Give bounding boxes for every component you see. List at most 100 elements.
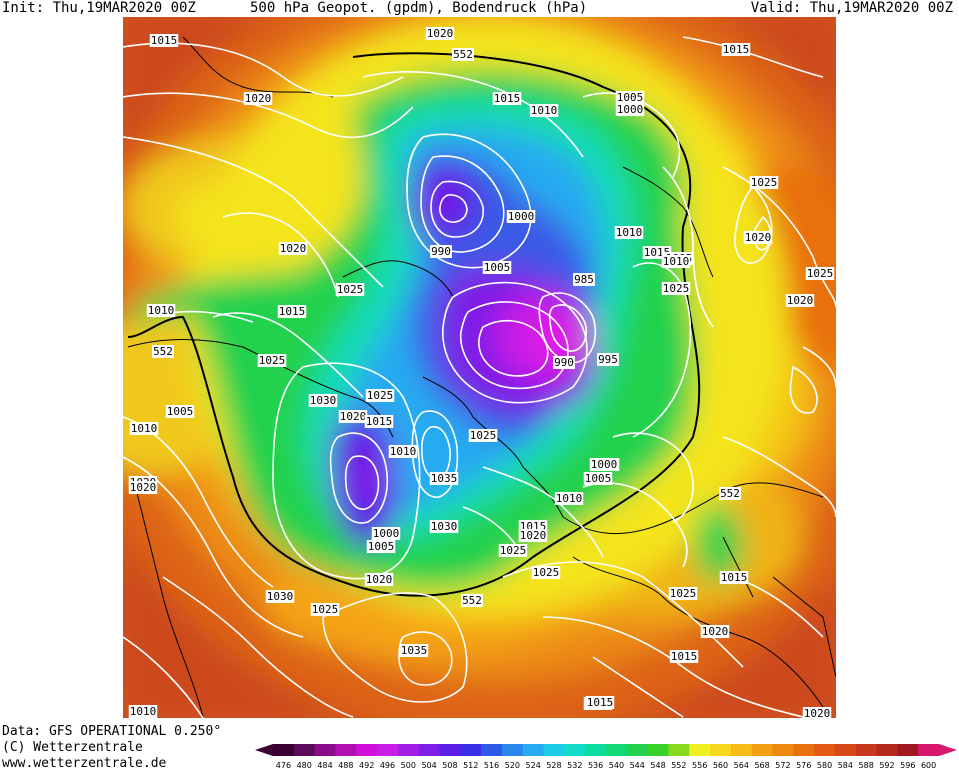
pressure-label-bg: [518, 529, 548, 542]
pressure-label-bg: [785, 294, 815, 307]
pressure-label: 1030: [267, 590, 294, 603]
pressure-label: 1020: [745, 231, 772, 244]
pressure-label: 1015: [494, 92, 521, 105]
pressure-label: 1010: [390, 445, 417, 458]
colorbar-tick-label: 516: [484, 761, 499, 770]
pressure-label: 990: [431, 245, 451, 258]
pressure-label-bg: [661, 255, 691, 268]
pressure-label-bg: [661, 282, 691, 295]
colorbar-tick-label: 552: [671, 761, 686, 770]
pressure-label: 1020: [804, 707, 831, 718]
pressure-label: 1025: [337, 283, 364, 296]
pressure-label-bg: [265, 590, 295, 603]
pressure-label-bg: [614, 226, 644, 239]
pressure-label-bg: [668, 587, 698, 600]
pressure-label-bg: [335, 283, 365, 296]
pressure-label-bg: [749, 176, 779, 189]
colorbar-cell: [314, 744, 336, 756]
pressure-label: 1035: [401, 644, 428, 657]
colorbar-tick-label: 504: [421, 761, 436, 770]
colorbar-cell: [564, 744, 586, 756]
weather-map[interactable]: 1015 1020 1015 1020 552 1015 1010 1005 1000 1025 1…: [123, 17, 836, 718]
colorbar-cell: [647, 744, 669, 756]
pressure-label-bg: [529, 104, 559, 117]
data-source: Data: GFS OPERATIONAL 0.250°: [2, 724, 222, 739]
pressure-label: 1025: [500, 544, 527, 557]
pressure-labels: 1015102010151020552101510101005100010251…: [128, 27, 835, 718]
pressure-label: 1020: [702, 625, 729, 638]
colorbar-cell: [772, 744, 794, 756]
pressure-label: 1015: [151, 34, 178, 47]
colorbar-cell: [356, 744, 378, 756]
pressure-label: 1020: [280, 242, 307, 255]
colorbar-cell: [855, 744, 878, 756]
pressure-label-bg: [365, 389, 395, 402]
colorbar-tick-label: 596: [900, 761, 915, 770]
colorbar-cell: [293, 744, 316, 756]
pressure-label: 1020: [340, 410, 367, 423]
pressure-label-bg: [585, 696, 615, 709]
pressure-label: 1025: [670, 587, 697, 600]
pressure-label-bg: [399, 644, 429, 657]
colorbar-tick-label: 528: [546, 761, 561, 770]
pressure-label-bg: [243, 92, 273, 105]
colorbar-cell: [814, 744, 836, 756]
valid-time: Valid: Thu,19MAR2020 00Z: [750, 0, 953, 16]
pressure-label-bg: [805, 267, 835, 280]
colorbar-cell: [918, 744, 940, 756]
pressure-label-bg: [128, 481, 158, 494]
pressure-label-bg: [165, 405, 195, 418]
colorbar-tick-label: 600: [921, 761, 936, 770]
colorbar-cells: [255, 744, 957, 756]
pressure-label: 1005: [167, 405, 194, 418]
pressure-label: 1010: [556, 492, 583, 505]
colorbar-tick-label: 536: [588, 761, 603, 770]
pressure-label-bg: [388, 445, 418, 458]
colorbar-cell: [876, 744, 898, 756]
pressure-label: 552: [720, 487, 740, 500]
colorbar-cell: [439, 744, 461, 756]
colorbar-tick-label: 476: [276, 761, 291, 770]
pressure-label: 1000: [508, 210, 535, 223]
pressure-label: 1020: [427, 27, 454, 40]
pressure-label: 995: [598, 353, 618, 366]
pressure-label: 1015: [366, 415, 393, 428]
pressure-label-bg: [146, 304, 176, 317]
pressure-label: 1020: [787, 294, 814, 307]
pressure-label: 552: [462, 594, 482, 607]
website-link[interactable]: www.wetterzentrale.de: [2, 756, 167, 771]
map-canvas: 1015102010151020552101510101005100010251…: [123, 17, 836, 718]
pressure-label: 1005: [368, 540, 395, 553]
colorbar-tick-label: 584: [838, 761, 853, 770]
pressure-label: 1030: [431, 520, 458, 533]
pressure-label-bg: [573, 273, 595, 286]
pressure-label: 1025: [751, 176, 778, 189]
colorbar-cell: [522, 744, 545, 756]
pressure-label-bg: [589, 458, 619, 471]
colorbar-cell: [273, 744, 295, 756]
colorbar-cell: [335, 744, 357, 756]
pressure-label: 1015: [279, 305, 306, 318]
pressure-label-bg: [425, 27, 455, 40]
pressure-label-bg: [506, 210, 536, 223]
colorbar-cell: [626, 744, 649, 756]
pressure-label: 1025: [470, 429, 497, 442]
colorbar-tick-label: 488: [338, 761, 353, 770]
colorbar-tick-label: 580: [817, 761, 832, 770]
colorbar-tick-label: 512: [463, 761, 478, 770]
pressure-label-bg: [802, 707, 832, 718]
colorbar-arrow-left: [255, 744, 273, 756]
pressure-label: 1025: [663, 282, 690, 295]
pressure-label-bg: [615, 91, 645, 104]
pressure-label: 1010: [130, 705, 157, 718]
colorbar: 476 480 484 488 492 496 500 504 508 512 516 520 524 5…: [255, 744, 957, 770]
colorbar-cell: [689, 744, 711, 756]
pressure-label-bg: [129, 422, 159, 435]
colorbar-cell: [377, 744, 399, 756]
pressure-label: 1025: [533, 566, 560, 579]
pressure-label-bg: [583, 472, 613, 485]
pressure-label: 1025: [312, 603, 339, 616]
colorbar-arrow-right: [939, 744, 957, 756]
colorbar-tick-label: 532: [567, 761, 582, 770]
pressure-label-bg: [498, 544, 528, 557]
